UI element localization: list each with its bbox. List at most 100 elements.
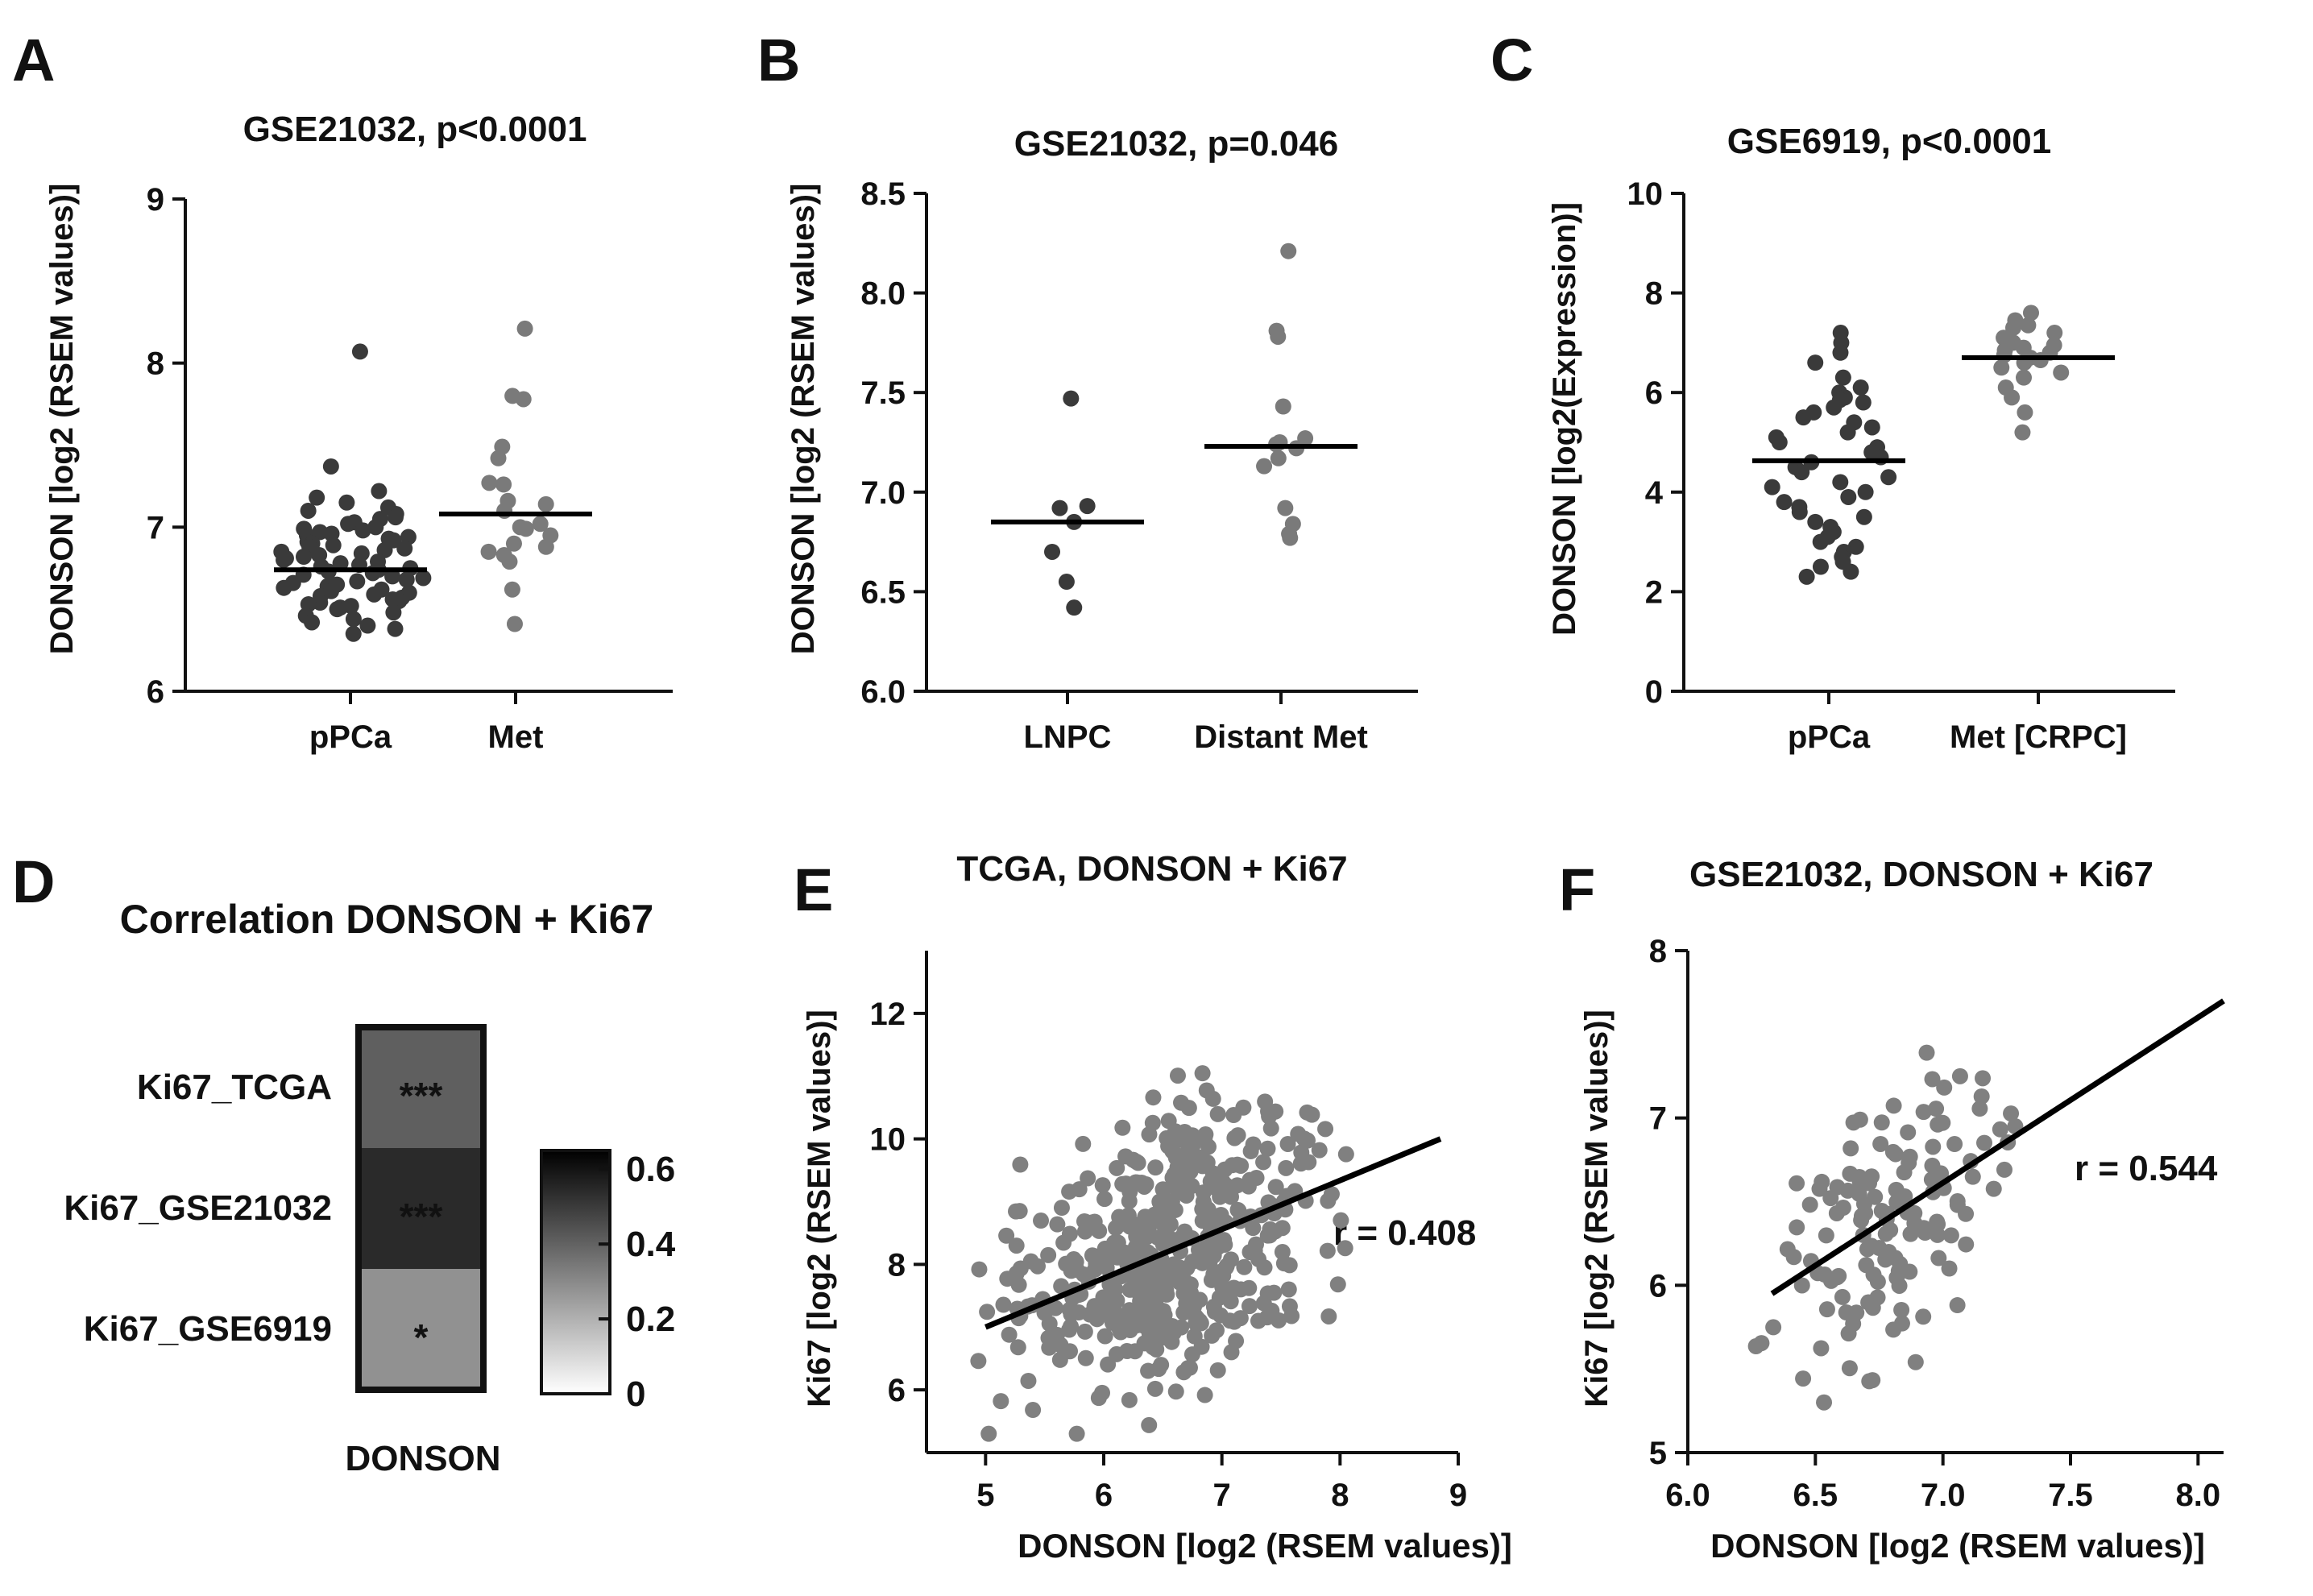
panel-e-point [1259,1285,1276,1302]
panel-e-point [1011,1203,1028,1220]
heatmap-annotation-0: *** [400,1075,443,1117]
panel-f-ytick-label-3: 8 [1649,934,1667,969]
panel-f-point [1906,1215,1923,1232]
panel-e-point [979,1304,996,1320]
panel-f-point [1829,1179,1846,1196]
panel-e-xtick-label-2: 7 [1213,1478,1231,1513]
panel-f-point [1915,1308,1932,1325]
panel-c-ytick-label-2: 4 [1645,475,1664,511]
heatmap-annotation-1: *** [400,1196,443,1237]
panel-b-point [1063,390,1080,407]
panel-f-point [1789,1175,1805,1192]
panel-e-point [1062,1343,1079,1360]
panel-f-point [1924,1157,1941,1174]
panel-c-point [2017,404,2033,421]
colorbar-tick-label-3: 0.6 [626,1150,675,1189]
panel-e-point [1198,1082,1215,1099]
panel-e-point [1012,1156,1029,1173]
panel-e-point [1143,1311,1160,1328]
panel-a-point [537,495,554,512]
panel-e-point [1113,1324,1130,1341]
panel-e-point [1195,1184,1212,1201]
panel-c-point [1812,558,1829,575]
panel-c-point [1795,409,1812,426]
panel-e-point [1280,1281,1297,1298]
panel-b-point [1270,328,1287,345]
panel-e-point [1140,1362,1157,1379]
panel-f-point [1971,1101,1988,1117]
panel-e-point [1055,1234,1072,1251]
panel-b-plot: 6.0 6.5 7.0 7.5 8.0 8.5 LNPC Distant Met [860,176,1418,755]
panel-f-point [1753,1335,1770,1352]
panel-a-point [537,538,554,555]
panel-c-point [1832,344,1849,361]
panel-e-xtick-label-4: 9 [1449,1478,1467,1513]
panel-e-point [1255,1154,1272,1171]
panel-e-point [1036,1304,1053,1321]
panel-c-point [1798,568,1815,585]
panel-e-point [1183,1284,1200,1301]
panel-e-point [1261,1108,1278,1125]
panel-c-plot: 0 2 4 6 8 10 pPCa Met [CRPC] [1627,176,2175,755]
panel-f-ytick-label-1: 6 [1649,1268,1667,1304]
panel-title-a: GSE21032, p<0.0001 [243,110,587,149]
panel-e-point [1160,1113,1177,1130]
panel-e-point [1136,1335,1153,1352]
panel-e-point [1233,1157,1250,1174]
panel-e-point [1186,1328,1203,1345]
panel-f-point [1765,1319,1782,1336]
panel-a-point [385,604,402,621]
panel-f-point [1936,1079,1953,1096]
panel-a-ylabel: DONSON [log2 (RSEM values)] [44,184,80,655]
panel-c-point [1771,434,1788,450]
panel-e-point [1333,1212,1349,1229]
panel-e-point [1068,1425,1085,1442]
panel-f-point [1964,1168,1981,1185]
panel-c-point [1840,488,1857,505]
panel-a-xtick-label-1: Met [488,719,544,755]
panel-f-point [1976,1134,1993,1151]
panel-f-point [1834,1200,1851,1217]
panel-title-c: GSE6919, p<0.0001 [1727,122,2051,161]
heatmap-annotation-2: * [414,1316,429,1358]
panel-e-point [1076,1223,1093,1240]
panel-e-point [1295,1130,1312,1147]
panel-f-point [1915,1104,1932,1121]
panel-a-point [481,475,498,491]
panel-e-point [998,1227,1015,1244]
panel-a-point [309,489,325,506]
panel-a-ytick-label-1: 7 [147,510,164,545]
panel-e-point [1125,1215,1142,1232]
panel-c-point [2014,424,2031,441]
panel-e-point [1053,1200,1070,1217]
panel-title-b: GSE21032, p=0.046 [1014,124,1338,164]
panel-f-point [1867,1188,1884,1205]
panel-a-point [396,540,413,557]
panel-e-point [1173,1319,1190,1336]
panel-e-point [1020,1372,1037,1389]
panel-c-ytick-label-5: 10 [1627,176,1664,212]
panel-f-point [1949,1297,1966,1314]
panel-f-point [1785,1249,1802,1266]
colorbar-tick-label-0: 0 [626,1374,645,1414]
panel-e-point [1080,1170,1096,1187]
panel-e-point [1053,1278,1070,1295]
panel-letter-c: C [1490,27,1533,93]
panel-e-point [1096,1191,1113,1208]
panel-f-point [1880,1243,1897,1260]
panel-f-ytick-label-2: 7 [1649,1101,1667,1137]
panel-f-point [1851,1111,1868,1128]
panel-e-point [1114,1175,1131,1192]
panel-e-ytick-label-1: 8 [888,1247,906,1283]
panel-a-point [398,571,415,588]
panel-e-point [1201,1253,1218,1270]
panel-e-point [1259,1140,1276,1157]
panel-e-point [1154,1181,1171,1198]
heatmap-row-label-0: Ki67_TCGA [137,1067,332,1107]
panel-c-point [1807,513,1824,530]
panel-e-point [1183,1254,1200,1271]
panel-e-point [1196,1387,1213,1403]
panel-b-xtick-label-0: LNPC [1024,719,1112,755]
panel-e-point [1145,1089,1162,1106]
panel-c-point [1855,508,1872,525]
